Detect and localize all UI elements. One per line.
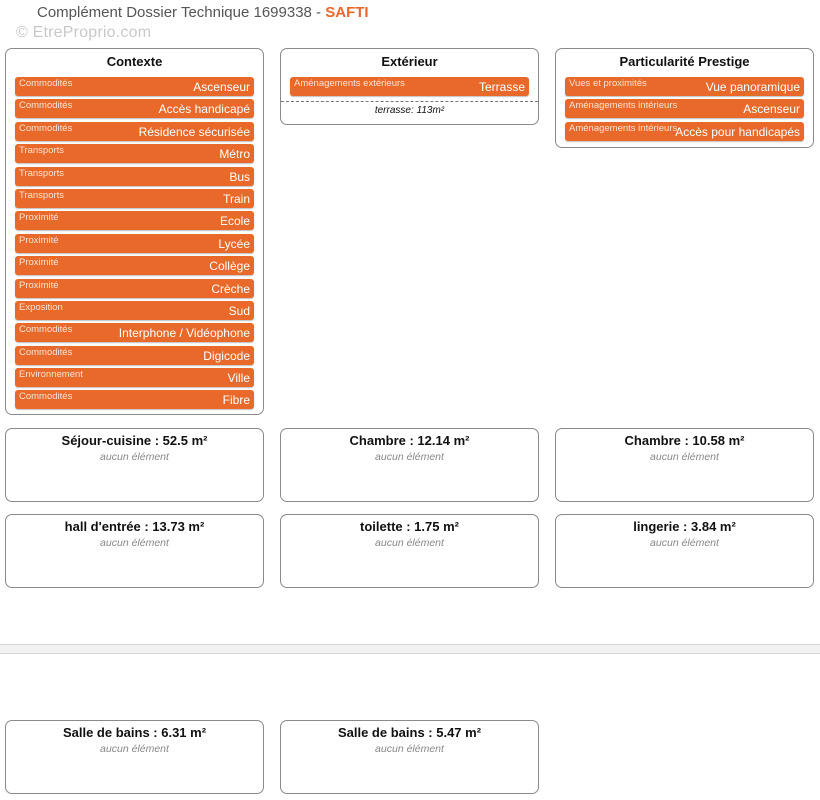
- room-title: toilette : 1.75 m²: [360, 519, 459, 534]
- room-card: Salle de bains : 6.31 m² aucun élément: [5, 720, 264, 794]
- item-category: Transports: [19, 189, 65, 201]
- document-header: Complément Dossier Technique 1699338 - S…: [37, 4, 369, 21]
- exterieur-title: Extérieur: [381, 54, 438, 69]
- prestige-panel: Particularité Prestige Vues et proximité…: [555, 48, 814, 148]
- room-subtitle: aucun élément: [375, 537, 444, 549]
- item-category: Commodités: [19, 346, 73, 358]
- item-category: Proximité: [19, 257, 59, 269]
- room-title: Séjour-cuisine : 52.5 m²: [61, 433, 208, 448]
- item-value: Ascenseur: [193, 80, 250, 94]
- item-value: Collège: [209, 259, 250, 274]
- contexte-item: Transports Métro: [15, 144, 254, 164]
- contexte-item: Commodités Résidence sécurisée: [15, 121, 254, 141]
- room-subtitle: aucun élément: [375, 743, 444, 755]
- item-category: Aménagements intérieurs: [569, 122, 678, 134]
- item-category: Aménagements intérieurs: [569, 100, 678, 112]
- prestige-item: Aménagements intérieurs Accès pour handic…: [565, 121, 804, 141]
- item-category: Environnement: [19, 369, 83, 381]
- item-category: Vues et proximités: [569, 78, 647, 89]
- contexte-item: Commodités Ascenseur: [15, 77, 254, 96]
- prestige-title: Particularité Prestige: [619, 54, 750, 69]
- item-value: Ville: [227, 371, 250, 386]
- watermark: © EtreProprio.com: [16, 24, 152, 41]
- contexte-title: Contexte: [106, 54, 163, 69]
- item-value: Bus: [229, 169, 250, 184]
- contexte-item: Exposition Sud: [15, 300, 254, 320]
- item-value: Train: [223, 191, 250, 206]
- item-category: Commodités: [19, 324, 73, 336]
- item-category: Transports: [19, 145, 65, 157]
- item-value: Accès handicapé: [158, 102, 250, 117]
- room-card: toilette : 1.75 m² aucun élément: [280, 514, 539, 588]
- item-category: Proximité: [19, 234, 59, 246]
- page-separator: [0, 644, 820, 654]
- item-value: Résidence sécurisée: [138, 124, 250, 139]
- item-value: Vue panoramique: [705, 80, 800, 94]
- item-category: Exposition: [19, 301, 63, 313]
- item-value: Métro: [219, 147, 250, 162]
- room-subtitle: aucun élément: [650, 451, 719, 463]
- dashed-divider: [281, 101, 538, 102]
- contexte-item: Proximité Collège: [15, 256, 254, 276]
- item-value: Accès pour handicapés: [675, 124, 800, 139]
- item-category: Commodités: [19, 100, 73, 112]
- item-value: Sud: [228, 303, 250, 318]
- item-category: Commodités: [19, 78, 73, 89]
- prestige-item: Vues et proximités Vue panoramique: [565, 77, 804, 96]
- contexte-panel: Contexte Commodités Ascenseur Commodités A…: [5, 48, 264, 415]
- item-category: Proximité: [19, 212, 59, 224]
- contexte-item: Commodités Accès handicapé: [15, 99, 254, 119]
- contexte-item: Proximité Lycée: [15, 233, 254, 253]
- room-subtitle: aucun élément: [375, 451, 444, 463]
- contexte-item: Proximité Ecole: [15, 211, 254, 231]
- exterieur-item: Aménagements extérieurs Terrasse: [290, 77, 529, 96]
- item-category: Aménagements extérieurs: [294, 78, 405, 89]
- room-title: Salle de bains : 5.47 m²: [337, 725, 482, 740]
- item-value: Terrasse: [478, 80, 525, 94]
- contexte-item: Transports Train: [15, 188, 254, 208]
- contexte-item: Transports Bus: [15, 166, 254, 186]
- item-category: Transports: [19, 167, 65, 179]
- room-title: lingerie : 3.84 m²: [633, 519, 736, 534]
- item-category: Commodités: [19, 122, 73, 134]
- brand-name: SAFTI: [325, 4, 369, 21]
- item-value: Fibre: [222, 393, 250, 408]
- room-subtitle: aucun élément: [100, 537, 169, 549]
- room-title: Salle de bains : 6.31 m²: [62, 725, 207, 740]
- item-value: Ascenseur: [743, 102, 800, 117]
- item-value: Lycée: [218, 236, 250, 251]
- room-card: Chambre : 12.14 m² aucun élément: [280, 428, 539, 502]
- item-value: Ecole: [219, 214, 250, 229]
- exterieur-panel: Extérieur Aménagements extérieurs Terrass…: [280, 48, 539, 125]
- room-card: Séjour-cuisine : 52.5 m² aucun élément: [5, 428, 264, 502]
- room-subtitle: aucun élément: [650, 537, 719, 549]
- item-category: Commodités: [19, 391, 73, 403]
- contexte-item: Commodités Digicode: [15, 345, 254, 365]
- prestige-item: Aménagements intérieurs Ascenseur: [565, 99, 804, 119]
- room-title: Chambre : 10.58 m²: [624, 433, 745, 448]
- contexte-item: Environnement Ville: [15, 368, 254, 388]
- item-value: Crèche: [211, 281, 250, 296]
- item-value: Digicode: [203, 348, 250, 363]
- room-card: hall d'entrée : 13.73 m² aucun élément: [5, 514, 264, 588]
- header-title: Complément Dossier Technique 1699338 -: [37, 4, 326, 21]
- exterieur-note: terrasse: 113m²: [374, 105, 445, 116]
- room-subtitle: aucun élément: [100, 743, 169, 755]
- room-title: Chambre : 12.14 m²: [349, 433, 470, 448]
- contexte-item: Commodités Fibre: [15, 390, 254, 410]
- contexte-item: Commodités Interphone / Vidéophone: [15, 323, 254, 343]
- room-title: hall d'entrée : 13.73 m²: [64, 519, 205, 534]
- contexte-item: Proximité Crèche: [15, 278, 254, 298]
- item-value: Interphone / Vidéophone: [118, 326, 250, 341]
- room-card: Chambre : 10.58 m² aucun élément: [555, 428, 814, 502]
- item-category: Proximité: [19, 279, 59, 291]
- room-card: Salle de bains : 5.47 m² aucun élément: [280, 720, 539, 794]
- room-subtitle: aucun élément: [100, 451, 169, 463]
- room-card: lingerie : 3.84 m² aucun élément: [555, 514, 814, 588]
